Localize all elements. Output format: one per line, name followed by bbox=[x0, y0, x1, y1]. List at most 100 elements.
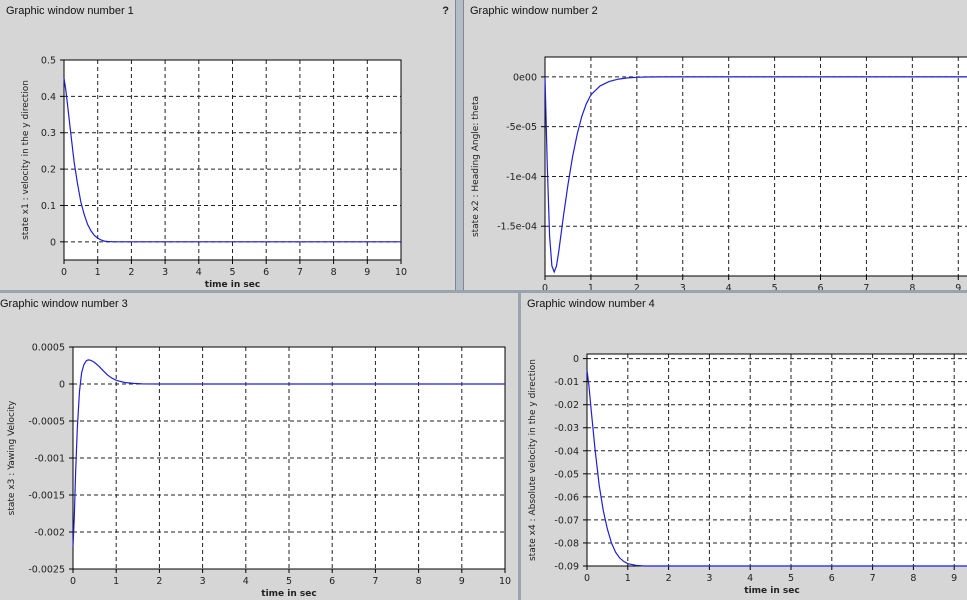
x-tick-label: 2 bbox=[156, 576, 162, 587]
window-3-title: Graphic window number 3 bbox=[0, 298, 128, 310]
y-tick-label: -0.02 bbox=[554, 400, 579, 411]
x-tick-label: 4 bbox=[196, 267, 202, 278]
y-tick-label: 0 bbox=[573, 354, 579, 365]
graphic-window-2: Graphic window number 2 0 1 2 3 4 5 6 7 8 9 0e00 -5… bbox=[464, 0, 967, 292]
y-tick-label: -0.0005 bbox=[28, 417, 65, 428]
x-tick-label: 9 bbox=[459, 576, 465, 587]
graphic-window-1: Graphic window number 1 ? 0 1 2 3 4 5 6 7 8 9 10 0 0… bbox=[0, 0, 455, 290]
chart-1: 0 1 2 3 4 5 6 7 8 9 10 0 0.1 0.2 0.3 0.4 0.5 time in sec s… bbox=[21, 56, 407, 291]
x-axis-label: time in sec bbox=[205, 280, 260, 290]
x-tick-label: 1 bbox=[113, 576, 119, 587]
x-tick-label: 9 bbox=[951, 573, 957, 584]
x-tick-label: 7 bbox=[297, 267, 303, 278]
y-tick-label: -0.001 bbox=[34, 454, 65, 465]
y-tick-label: -0.0015 bbox=[28, 491, 65, 502]
window-2-titlebar[interactable]: Graphic window number 2 bbox=[464, 0, 967, 22]
x-tick-label: 8 bbox=[910, 573, 916, 584]
window-2-title: Graphic window number 2 bbox=[470, 5, 598, 17]
y-tick-label: 0 bbox=[59, 380, 65, 391]
x-tick-label: 0 bbox=[61, 267, 67, 278]
x-tick-label: 6 bbox=[817, 283, 823, 292]
y-axis-label: state x2 : Heading Angle: theta bbox=[471, 96, 481, 237]
x-tick-label: 1 bbox=[95, 267, 101, 278]
window-1-title: Graphic window number 1 bbox=[6, 5, 134, 17]
y-tick-label: -0.04 bbox=[554, 446, 579, 457]
y-tick-label: -0.08 bbox=[554, 538, 579, 549]
x-tick-label: 0 bbox=[542, 283, 548, 292]
x-tick-label: 7 bbox=[372, 576, 378, 587]
window-3-titlebar[interactable]: Graphic window number 3 bbox=[0, 293, 518, 315]
window-1-titlebar[interactable]: Graphic window number 1 ? bbox=[0, 0, 455, 22]
x-tick-label: 3 bbox=[706, 573, 712, 584]
y-tick-label: -0.05 bbox=[554, 469, 579, 480]
x-tick-label: 5 bbox=[286, 576, 292, 587]
y-axis-label: state x1 : velocity in the y direction bbox=[21, 80, 31, 240]
window-separator-vertical[interactable] bbox=[455, 0, 464, 292]
y-tick-label: 0.1 bbox=[41, 201, 56, 212]
x-tick-label: 4 bbox=[726, 283, 732, 292]
axes-box bbox=[544, 56, 967, 277]
x-tick-label: 4 bbox=[243, 576, 249, 587]
x-tick-label: 3 bbox=[162, 267, 168, 278]
window-4-title: Graphic window number 4 bbox=[527, 298, 655, 310]
y-tick-label: -0.06 bbox=[554, 492, 579, 503]
x-tick-label: 2 bbox=[128, 267, 134, 278]
graphic-window-3: Graphic window number 3 0 1 2 3 4 5 6 7 8 9 10 0.00… bbox=[0, 293, 518, 600]
x-tick-label: 10 bbox=[395, 267, 407, 278]
x-tick-label: 1 bbox=[625, 573, 631, 584]
series-line bbox=[63, 78, 401, 243]
x-tick-label: 5 bbox=[772, 283, 778, 292]
y-tick-label: -1.5e-04 bbox=[497, 222, 537, 233]
x-tick-label: 1 bbox=[588, 283, 594, 292]
x-tick-label: 8 bbox=[416, 576, 422, 587]
graphic-window-4: Graphic window number 4 0 1 2 3 4 5 6 7 8 9 0 -0.01… bbox=[521, 293, 967, 600]
x-tick-label: 6 bbox=[263, 267, 269, 278]
x-tick-label: 0 bbox=[70, 576, 76, 587]
series-line bbox=[586, 370, 967, 567]
y-tick-label: -5e-05 bbox=[506, 122, 537, 133]
x-tick-label: 7 bbox=[863, 283, 869, 292]
y-tick-label: 0.2 bbox=[41, 165, 56, 176]
help-icon[interactable]: ? bbox=[442, 5, 449, 17]
y-tick-label: -0.002 bbox=[34, 528, 65, 539]
x-tick-label: 10 bbox=[499, 576, 511, 587]
x-tick-label: 6 bbox=[329, 576, 335, 587]
x-tick-label: 5 bbox=[229, 267, 235, 278]
x-tick-label: 8 bbox=[331, 267, 337, 278]
x-tick-label: 6 bbox=[829, 573, 835, 584]
y-tick-label: -1e-04 bbox=[506, 172, 537, 183]
y-tick-label: 0.4 bbox=[41, 92, 56, 103]
series-line bbox=[72, 359, 505, 547]
x-tick-label: 2 bbox=[634, 283, 640, 292]
y-tick-label: 0e00 bbox=[513, 72, 537, 83]
x-axis-label: time in sec bbox=[261, 589, 316, 599]
x-tick-label: 0 bbox=[584, 573, 590, 584]
window-separator-horizontal[interactable] bbox=[0, 290, 967, 293]
x-tick-label: 9 bbox=[364, 267, 370, 278]
y-tick-label: -0.01 bbox=[554, 377, 579, 388]
window-4-titlebar[interactable]: Graphic window number 4 bbox=[521, 293, 967, 315]
plot-area bbox=[545, 57, 967, 276]
y-tick-label: -0.09 bbox=[554, 562, 579, 573]
x-axis-label: time in sec bbox=[744, 586, 799, 596]
x-tick-label: 3 bbox=[680, 283, 686, 292]
x-tick-label: 3 bbox=[200, 576, 206, 587]
x-tick-label: 2 bbox=[666, 573, 672, 584]
chart-4: 0 1 2 3 4 5 6 7 8 9 0 -0.01 -0.02 -0.03 -0.04 -0.05 -0.0… bbox=[528, 353, 967, 596]
x-tick-label: 5 bbox=[788, 573, 794, 584]
y-tick-label: 0 bbox=[50, 237, 56, 248]
x-tick-label: 7 bbox=[870, 573, 876, 584]
chart-3: 0 1 2 3 4 5 6 7 8 9 10 0.0005 0 -0.0005 -0.001 -0.0015 -… bbox=[7, 343, 511, 600]
plot-area bbox=[587, 354, 967, 566]
y-tick-label: -0.0025 bbox=[28, 565, 65, 576]
window-separator-vertical-bottom[interactable] bbox=[518, 293, 521, 600]
y-tick-label: 0.0005 bbox=[32, 343, 65, 354]
x-tick-label: 9 bbox=[955, 283, 961, 292]
series-line bbox=[544, 76, 967, 274]
y-tick-label: 0.5 bbox=[41, 56, 56, 67]
y-axis-label: state x3 : Yawing Velocity bbox=[7, 400, 17, 515]
x-tick-label: 8 bbox=[909, 283, 915, 292]
y-tick-label: 0.3 bbox=[41, 128, 56, 139]
y-tick-label: -0.07 bbox=[554, 515, 579, 526]
